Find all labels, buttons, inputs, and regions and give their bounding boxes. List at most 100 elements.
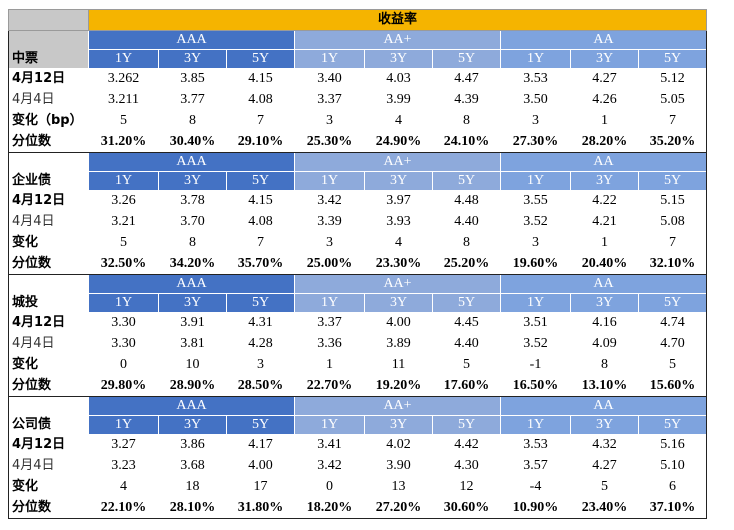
value-cell: 3.37 [317,92,342,107]
value-cell: 3.30 [88,312,159,334]
value-cell: 4.08 [248,92,273,107]
value-cell: 8 [189,113,196,128]
value-cell: 6 [638,476,707,498]
value-cell: 5.10 [638,455,707,477]
value-cell: 32.50% [88,253,159,275]
row-label: 4月12日 [8,434,89,456]
value-cell: 11 [391,357,406,372]
value-cell: 8 [601,357,608,372]
value-cell: 3.30 [111,336,136,351]
value-cell: 28.90% [158,375,227,397]
corner-cell [8,9,89,31]
rating-group-header: AAA [88,396,295,416]
tenor-header: 5Y [226,415,295,435]
value-cell: 7 [257,235,264,250]
table-row: 4月12日 3.27 3.86 4.17 3.41 4.02 4.42 3.53 4.32 5.1… [8,434,707,456]
group-header-row: 城投 AAA AA+ AA [8,274,707,313]
value-cell: -4 [529,479,542,494]
value-cell: 3.81 [180,336,205,351]
value-cell: 3.53 [500,434,571,456]
value-cell: 32.10% [638,253,707,275]
value-cell: 1 [601,235,608,250]
tenor-header: 3Y [158,415,227,435]
tenor-header: 5Y [638,415,707,435]
table-title: 收益率 [88,9,707,31]
value-cell: 1 [601,113,608,128]
value-cell: 19.60% [500,253,571,275]
row-label: 4月4日 [8,211,89,233]
value-cell: 7 [638,232,707,254]
rating-group-header: AA+ [294,152,501,172]
value-cell: 5.15 [638,190,707,212]
rating-group-header: AAA [88,152,295,172]
value-cell: 30.40% [158,131,227,153]
tenor-header: 3Y [570,293,639,313]
section-label: 公司债 [8,396,89,435]
value-cell: 15.60% [638,375,707,397]
tenor-header-row: 1Y 3Y 5Y 1Y 3Y 5Y 1Y 3Y 5Y [9,171,707,191]
value-cell: -1 [529,357,542,372]
value-cell: 17 [253,479,268,494]
row-label: 变化（bp） [8,110,89,132]
tenor-header: 5Y [432,415,501,435]
row-label: 4月12日 [8,190,89,212]
table-row: 4月12日 3.26 3.78 4.15 3.42 3.97 4.48 3.55 4.22 5.1… [8,190,707,212]
table-row: 变化（bp） 5 8 7 3 4 8 3 1 7 [8,110,707,132]
value-cell: 4.45 [432,312,501,334]
tenor-header: 1Y [500,171,571,191]
tenor-header: 5Y [226,293,295,313]
tenor-header: 5Y [226,171,295,191]
value-cell: 3.77 [180,92,205,107]
value-cell: 3.91 [158,312,227,334]
value-cell: 3.70 [180,214,205,229]
value-cell: 31.80% [226,497,295,519]
tenor-header: 3Y [570,415,639,435]
value-cell: 4.31 [226,312,295,334]
rating-group-header: AA [500,274,707,294]
tenor-header: 1Y [294,49,365,69]
tenor-header-row: 1Y 3Y 5Y 1Y 3Y 5Y 1Y 3Y 5Y [9,49,707,69]
tenor-header: 3Y [158,171,227,191]
value-cell: 4.30 [454,458,479,473]
rating-group-header: AA [500,30,707,50]
table-row: 4月4日 3.23 3.68 4.00 3.42 3.90 4.30 3.57 4.27 5.10 [8,455,707,477]
value-cell: 13 [391,479,406,494]
value-cell: 3.93 [386,214,411,229]
tenor-header: 3Y [364,49,433,69]
value-cell: 27.30% [500,131,571,153]
value-cell: 4.40 [454,336,479,351]
tenor-header: 5Y [432,49,501,69]
value-cell: 3.50 [523,92,548,107]
value-cell: 20.40% [570,253,639,275]
row-label: 分位数 [8,375,89,397]
title-row: 收益率 [8,9,707,31]
table-row: 4月4日 3.211 3.77 4.08 3.37 3.99 4.39 3.50 4.26 5.0… [8,89,707,111]
value-cell: 3 [326,113,333,128]
tenor-header: 1Y [500,415,571,435]
value-cell: 4.48 [432,190,501,212]
table-row: 变化 5 8 7 3 4 8 3 1 7 [8,232,707,254]
value-cell: 3.36 [317,336,342,351]
tenor-header: 5Y [432,171,501,191]
value-cell: 23.40% [570,497,639,519]
value-cell: 4.22 [570,190,639,212]
section-label: 企业债 [8,152,89,191]
value-cell: 4.21 [592,214,617,229]
tenor-header: 3Y [570,171,639,191]
value-cell: 3.39 [317,214,342,229]
value-cell: 4.26 [592,92,617,107]
value-cell: 3.37 [294,312,365,334]
tenor-header: 1Y [294,171,365,191]
value-cell: 28.20% [570,131,639,153]
value-cell: 4.39 [454,92,479,107]
value-cell: 4.17 [226,434,295,456]
value-cell: 3.21 [111,214,136,229]
group-header-row: 企业债 AAA AA+ AA [8,152,707,191]
value-cell: 25.00% [294,253,365,275]
row-label: 变化 [8,476,89,498]
tenor-header: 1Y [500,293,571,313]
tenor-header: 3Y [158,49,227,69]
tenor-header: 3Y [364,415,433,435]
tenor-header: 5Y [638,171,707,191]
value-cell: 3.40 [294,68,365,90]
